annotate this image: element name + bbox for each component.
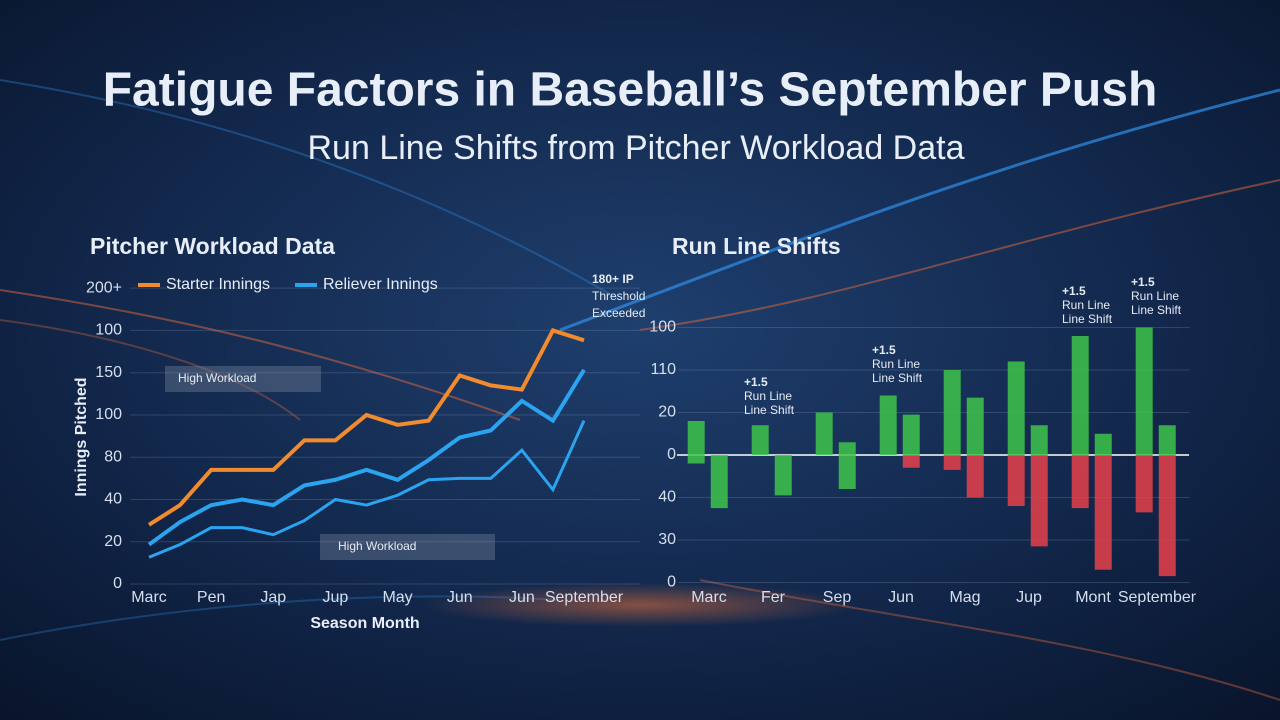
bar [1071,336,1089,455]
bar [687,421,705,455]
y-tick-label: 0 [667,446,676,463]
y-tick-label: 150 [95,364,122,381]
x-tick-label: May [382,589,412,606]
bar [1094,433,1112,455]
x-tick-label: Mag [949,589,980,606]
bar [838,455,856,489]
annotation: Run Line [1131,289,1179,303]
annotation: Threshold [592,289,645,303]
bar [710,455,728,509]
bar [1030,425,1048,455]
annotation: Run Line [1062,298,1110,312]
y-tick-label: 110 [650,361,676,378]
bar [1094,455,1112,570]
x-tick-label: Marc [131,589,167,606]
y-tick-label: 40 [104,491,122,508]
bar [774,455,792,496]
x-tick-label: Sep [823,589,852,606]
bar [751,425,769,455]
bar [966,455,984,498]
annotation: +1.5 [1062,284,1086,298]
bar [838,442,856,455]
annotation: Run Line [872,357,920,371]
annotation: High Workload [178,371,256,385]
x-tick-label: September [545,589,624,606]
bar [1135,455,1153,513]
y-tick-label: 20 [104,533,122,550]
annotation: +1.5 [744,375,768,389]
annotation: High Workload [338,539,416,553]
x-tick-label: Jun [509,589,535,606]
annotation-box [320,534,495,560]
x-tick-label: Mont [1075,589,1111,606]
annotation: Run Line [744,389,792,403]
annotation: 180+ IP [592,272,634,286]
y-tick-label: 40 [658,489,676,506]
x-tick-label: Jun [447,589,473,606]
bar [1007,455,1025,506]
y-tick-label: 200+ [86,279,122,296]
bar [687,455,705,464]
x-tick-label: Jun [888,589,914,606]
x-tick-label: Jup [1016,589,1042,606]
annotation: +1.5 [872,343,896,357]
x-axis-label: Season Month [310,615,419,632]
y-tick-label: 80 [104,448,122,465]
glow [420,583,860,627]
chart-title: Pitcher Workload Data [90,233,335,259]
annotation: Line Shift [744,403,795,417]
data-line [148,419,586,559]
page-subtitle: Run Line Shifts from Pitcher Workload Da… [308,129,965,167]
annotation: +1.5 [1131,275,1155,289]
chart-title: Run Line Shifts [672,233,841,259]
x-tick-label: September [1118,589,1197,606]
annotation: Exceeded [592,306,645,320]
legend-label: Starter Innings [166,276,270,293]
bar [902,414,920,455]
x-tick-label: Fer [761,589,786,606]
annotation: Line Shift [1062,312,1113,326]
legend-label: Reliever Innings [323,276,438,293]
annotation: Line Shift [872,371,923,385]
bar [1158,455,1176,577]
x-tick-label: Marc [691,589,727,606]
bar [1071,455,1089,509]
x-tick-label: Jap [260,589,286,606]
x-tick-label: Pen [197,589,225,606]
bar [1158,425,1176,455]
bar [1007,361,1025,455]
y-tick-label: 100 [649,319,676,336]
bar [1030,455,1048,547]
bar [879,395,897,455]
annotation-box [165,366,321,392]
data-line [147,368,586,547]
bar [815,412,833,455]
y-axis-label: Innings Pitched [73,377,90,496]
y-tick-label: 0 [113,575,122,592]
annotation: Line Shift [1131,303,1182,317]
bar [1135,327,1153,455]
y-tick-label: 0 [667,574,676,591]
page-title: Fatigue Factors in Baseball’s September … [103,64,1158,117]
bar [943,370,961,455]
y-tick-label: 20 [658,404,676,421]
bar [902,455,920,468]
data-line [147,328,585,527]
y-tick-label: 100 [95,322,122,339]
bar [966,397,984,455]
bar [943,455,961,470]
x-tick-label: Jup [323,589,349,606]
y-tick-label: 30 [658,531,676,548]
y-tick-label: 100 [95,406,122,423]
